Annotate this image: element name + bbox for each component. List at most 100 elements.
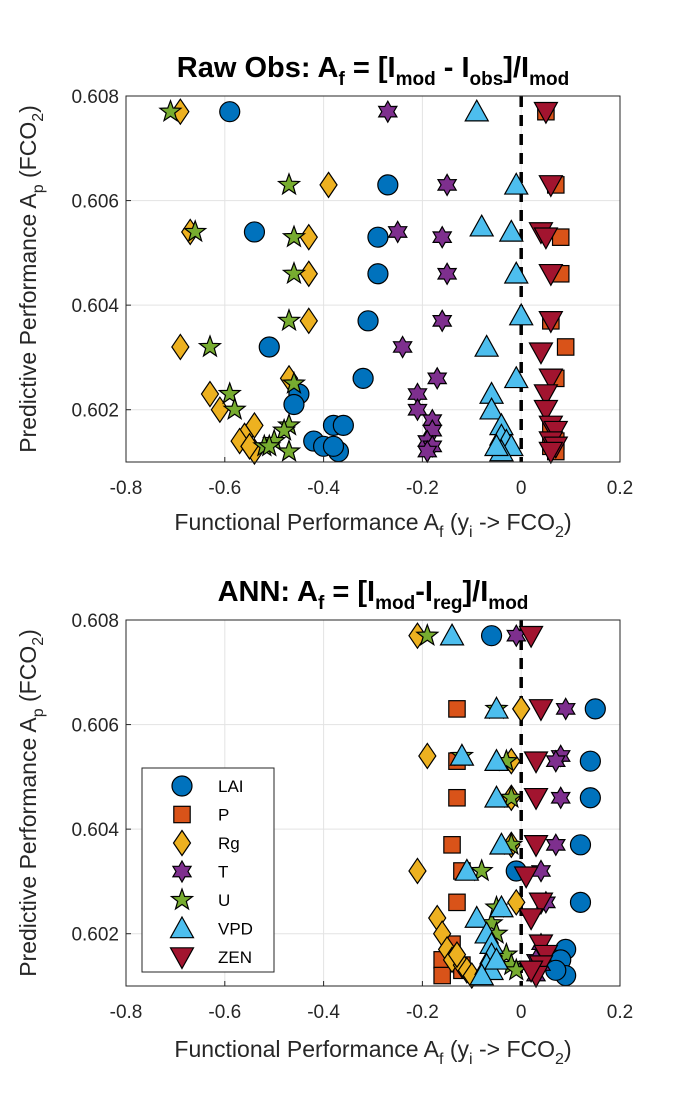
point-vpd [449, 743, 475, 766]
y-tick-label: 0.606 [71, 716, 119, 737]
point-t [392, 335, 413, 359]
panel-title: ANN: Af = [Imod-Ireg]/Imod [218, 576, 529, 614]
point-t [432, 309, 453, 333]
point-zen [538, 441, 564, 465]
x-tick-label: -0.8 [110, 478, 143, 499]
point-lai [569, 834, 592, 856]
point-zen [533, 227, 559, 250]
legend-label: VPD [218, 920, 253, 939]
point-zen [518, 625, 544, 649]
point-vpd [483, 947, 510, 970]
point-vpd [483, 748, 510, 771]
point-u [271, 417, 297, 441]
point-zen [528, 342, 554, 365]
x-tick-labels: -0.8 -0.6 -0.4 -0.2 0 0.2 [110, 1002, 634, 1023]
point-lai [377, 174, 399, 196]
point-vpd [483, 433, 510, 457]
point-lai [367, 226, 389, 248]
legend-label: LAI [218, 777, 244, 796]
legend-label: P [218, 806, 229, 825]
point-lai [584, 698, 606, 720]
point-vpd [508, 302, 534, 326]
point-vpd [464, 905, 490, 928]
point-zen [523, 751, 549, 774]
point-t [427, 366, 448, 391]
point-lai [367, 263, 389, 285]
point-u [222, 396, 247, 421]
point-u [281, 261, 307, 285]
point-vpd [503, 261, 529, 284]
point-p [448, 893, 466, 912]
point-vpd [474, 334, 500, 357]
point-u [158, 98, 183, 123]
x-tick-label: 0.2 [607, 478, 633, 499]
point-vpd [498, 219, 524, 242]
legend-marker-lai [171, 775, 193, 797]
point-vpd [488, 832, 514, 855]
x-tick-label: 0 [516, 1002, 527, 1023]
point-rg [511, 695, 531, 723]
ann-panel: ANN: Af = [Imod-Ireg]/Imod -0.8 -0.6 -0.4-… [15, 576, 633, 1068]
point-vpd [483, 785, 510, 808]
point-t [407, 397, 428, 422]
point-zen [513, 866, 539, 889]
series-vpd [464, 98, 534, 462]
x-tick-label: -0.2 [406, 478, 439, 499]
point-rg [171, 333, 190, 361]
y-tick-label: 0.604 [71, 296, 119, 317]
point-vpd [503, 172, 529, 195]
point-t [550, 786, 571, 810]
legend-label: T [218, 863, 228, 882]
legend-label: U [218, 891, 230, 910]
point-p [448, 788, 466, 807]
legend-marker-zen [169, 947, 195, 970]
point-p [433, 966, 451, 985]
point-rg [447, 941, 467, 969]
point-lai [480, 625, 503, 647]
point-t [387, 220, 408, 244]
point-vpd [454, 858, 480, 881]
point-rg [319, 171, 338, 199]
legend-label: Rg [218, 834, 240, 853]
series-rg [171, 98, 338, 466]
legend-marker-p [173, 805, 191, 824]
point-lai [357, 310, 379, 332]
point-vpd [469, 962, 495, 986]
x-axis-label: Functional Performance Af (yi -> FCO2) [174, 1036, 571, 1068]
point-rg [299, 307, 319, 335]
scatter-points [408, 622, 606, 990]
point-p [443, 836, 461, 854]
series-zen [528, 101, 569, 465]
point-lai [258, 336, 280, 358]
series-vpd [439, 622, 514, 986]
point-u [217, 381, 242, 405]
point-rg [200, 380, 220, 408]
axes-box [125, 95, 621, 463]
point-t [555, 697, 576, 721]
point-u [183, 219, 208, 243]
point-zen [538, 263, 564, 287]
point-zen [523, 787, 549, 811]
point-u [276, 308, 302, 332]
x-tick-label: -0.4 [307, 478, 340, 499]
point-zen [528, 892, 554, 916]
point-u [281, 370, 307, 394]
x-tick-label: 0.2 [607, 1002, 633, 1023]
point-vpd [488, 894, 514, 918]
point-lai [219, 101, 241, 123]
point-u [281, 224, 307, 248]
y-tick-labels: 0.602 0.604 0.606 0.608 [71, 611, 119, 946]
y-tick-label: 0.602 [71, 401, 119, 422]
point-rg [418, 742, 437, 770]
y-tick-label: 0.608 [71, 611, 119, 632]
point-zen [518, 960, 544, 984]
point-zen [528, 699, 554, 722]
point-zen [533, 399, 559, 423]
point-vpd [503, 365, 529, 389]
legend: LAI P Rg TU VPD ZEN [141, 767, 275, 973]
series-zen [513, 625, 559, 989]
point-u [197, 334, 223, 358]
x-axis-label: Functional Performance Af (yi -> FCO2) [174, 509, 571, 541]
y-tick-label: 0.604 [71, 820, 119, 841]
